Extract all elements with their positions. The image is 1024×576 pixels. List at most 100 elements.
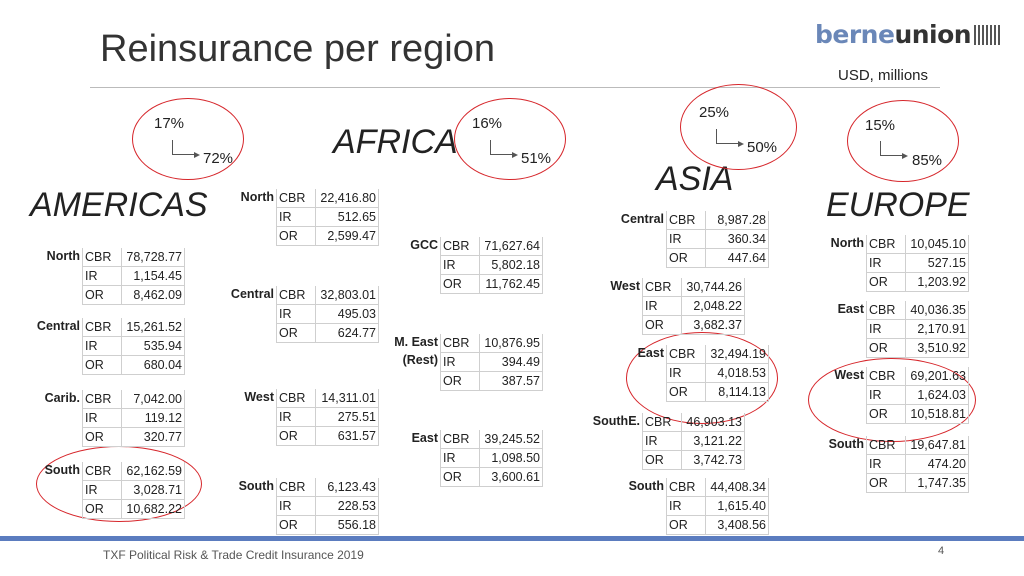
row-value: 119.12 (122, 409, 185, 427)
region-title-africa: AFRICA (333, 123, 458, 161)
row-key: IR (642, 432, 682, 450)
region-table: Central CBR 15,261.52 IR 535.94 OR 680.04 (37, 318, 185, 375)
table-row: CBR 19,647.81 (866, 436, 969, 455)
table-label: South (238, 479, 274, 493)
page-title: Reinsurance per region (100, 28, 496, 70)
row-key: IR (866, 455, 906, 473)
table-label: East (411, 431, 438, 445)
row-key: IR (276, 208, 316, 226)
table-row: IR 3,028.71 (82, 481, 185, 500)
row-value: 69,201.63 (906, 367, 969, 385)
row-value: 1,615.40 (706, 497, 769, 515)
row-value: 228.53 (316, 497, 379, 515)
row-key: IR (82, 337, 122, 355)
row-key: OR (82, 500, 122, 518)
row-value: 1,154.45 (122, 267, 185, 285)
region-table: North CBR 10,045.10 IR 527.15 OR 1,203.92 (831, 235, 969, 292)
row-key: IR (82, 267, 122, 285)
row-value: 8,462.09 (122, 286, 185, 304)
table-row: IR 474.20 (866, 455, 969, 474)
row-value: 14,311.01 (316, 389, 379, 407)
row-value: 11,762.45 (480, 275, 543, 293)
row-value: 4,018.53 (706, 364, 769, 382)
asia-pct-bottom: 50% (747, 139, 778, 156)
row-value: 474.20 (906, 455, 969, 473)
table-row: IR 360.34 (666, 230, 769, 249)
row-key: CBR (82, 318, 122, 336)
table-row: OR 680.04 (82, 356, 185, 375)
table-row: IR 535.94 (82, 337, 185, 356)
americas-highlight-ring (132, 98, 244, 180)
table-row: OR 320.77 (82, 428, 185, 447)
row-key: IR (666, 230, 706, 248)
table-label: South (44, 463, 80, 477)
table-label: East (637, 346, 664, 360)
row-value: 7,042.00 (122, 390, 185, 408)
logo-part-union: union (894, 20, 972, 49)
region-table: North CBR 22,416.80 IR 512.65 OR 2,599.47 (241, 189, 379, 246)
row-value: 3,408.56 (706, 516, 769, 534)
table-row: IR 275.51 (276, 408, 379, 427)
europe-pct-bottom: 85% (912, 152, 943, 169)
berneunion-logo: berneunion (815, 20, 1001, 49)
table-label: West (834, 368, 864, 382)
table-label: M. East (394, 335, 438, 349)
logo-part-berne: berne (815, 20, 895, 49)
row-key: OR (276, 516, 316, 534)
row-key: CBR (82, 462, 122, 480)
row-value: 556.18 (316, 516, 379, 534)
row-key: CBR (866, 367, 906, 385)
row-key: OR (666, 383, 706, 401)
table-row: OR 10,518.81 (866, 405, 969, 424)
africa-arrow-icon (490, 140, 518, 158)
row-value: 39,245.52 (480, 430, 543, 448)
row-key: IR (82, 481, 122, 499)
table-label: SouthE. (592, 414, 640, 428)
title-divider (90, 87, 940, 88)
table-label: North (46, 249, 80, 263)
table-row: IR 1,615.40 (666, 497, 769, 516)
table-label: Carib. (44, 391, 80, 405)
row-value: 10,682.22 (122, 500, 185, 518)
table-row: IR 1,154.45 (82, 267, 185, 286)
table-row: OR 10,682.22 (82, 500, 185, 519)
table-row: CBR 14,311.01 (276, 389, 379, 408)
row-value: 2,048.22 (682, 297, 745, 315)
row-key: IR (440, 256, 480, 274)
table-row: CBR 32,803.01 (276, 286, 379, 305)
table-row: IR 5,802.18 (440, 256, 543, 275)
row-key: IR (866, 320, 906, 338)
region-table: Carib. CBR 7,042.00 IR 119.12 OR 320.77 (45, 390, 185, 447)
row-key: OR (866, 339, 906, 357)
row-key: CBR (666, 345, 706, 363)
table-label: South (828, 437, 864, 451)
row-value: 1,747.35 (906, 474, 969, 492)
row-key: OR (642, 451, 682, 469)
logo-bars-icon (974, 25, 1001, 45)
table-row: OR 1,747.35 (866, 474, 969, 493)
row-value: 275.51 (316, 408, 379, 426)
region-table: Central CBR 32,803.01 IR 495.03 OR 624.77 (231, 286, 379, 343)
row-key: CBR (866, 235, 906, 253)
row-value: 512.65 (316, 208, 379, 226)
table-label-line2: (Rest) (402, 353, 438, 367)
table-label: North (240, 190, 274, 204)
region-table: GCC CBR 71,627.64 IR 5,802.18 OR 11,762.45 (410, 237, 543, 294)
row-key: CBR (866, 436, 906, 454)
west-europe-highlight-ring (808, 358, 976, 442)
bottom-accent-bar (0, 536, 1024, 541)
table-row: OR 8,462.09 (82, 286, 185, 305)
region-table: West CBR 69,201.63 IR 1,624.03 OR 10,518.81 (834, 367, 969, 424)
row-key: IR (276, 408, 316, 426)
row-key: OR (276, 427, 316, 445)
row-key: CBR (82, 248, 122, 266)
africa-pct-top: 16% (472, 115, 503, 132)
footer-source: TXF Political Risk & Trade Credit Insura… (103, 548, 364, 562)
table-row: IR 394.49 (440, 353, 543, 372)
table-row: OR 11,762.45 (440, 275, 543, 294)
table-row: OR 387.57 (440, 372, 543, 391)
row-key: IR (276, 305, 316, 323)
table-row: CBR 6,123.43 (276, 478, 379, 497)
region-table: Central CBR 8,987.28 IR 360.34 OR 447.64 (621, 211, 769, 268)
row-value: 1,098.50 (480, 449, 543, 467)
